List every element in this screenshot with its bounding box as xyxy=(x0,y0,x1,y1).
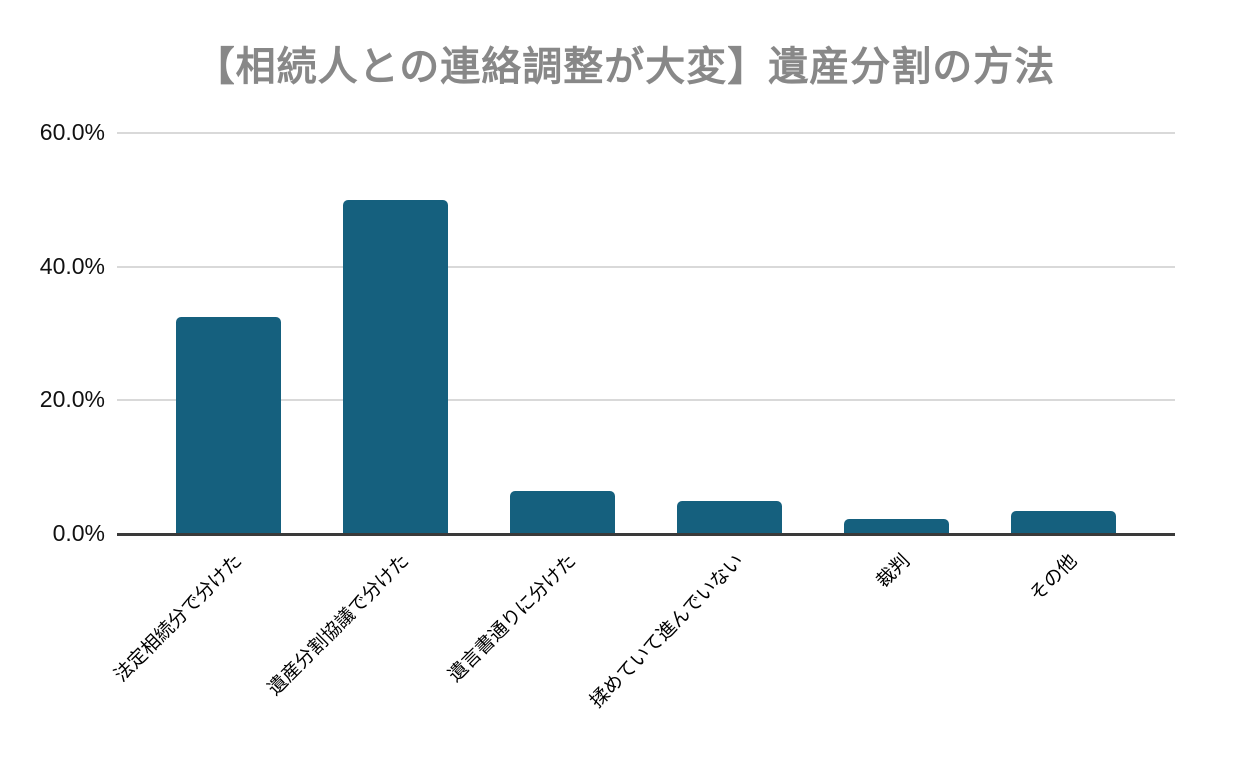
x-axis-category-label: 裁判 xyxy=(873,550,915,593)
bar xyxy=(176,317,281,534)
x-axis-category-label: 遺産分割協議で分けた xyxy=(264,550,414,700)
chart-title: 【相続人との連絡調整が大変】遺産分割の方法 xyxy=(194,45,1056,89)
x-axis-category-label: その他 xyxy=(1026,550,1082,606)
plot-area xyxy=(117,132,1175,536)
bar xyxy=(677,501,782,534)
y-axis-tick-label: 0.0% xyxy=(52,519,105,546)
x-axis-category-label: 遺言書通りに分けた xyxy=(445,550,581,687)
bar xyxy=(343,199,448,534)
gridline xyxy=(117,265,1175,268)
bar xyxy=(844,519,949,534)
bar xyxy=(1011,511,1116,534)
y-axis-tick-label: 60.0% xyxy=(39,118,105,145)
x-axis-category-label: 法定相続分で分けた xyxy=(111,550,247,687)
x-axis-baseline xyxy=(117,533,1175,536)
gridline xyxy=(117,399,1175,402)
y-axis-tick-label: 20.0% xyxy=(39,386,105,413)
x-axis-category-label: 揉めていて進んでいない xyxy=(586,550,748,713)
gridline xyxy=(117,132,1175,134)
y-axis-tick-label: 40.0% xyxy=(39,252,105,279)
bar xyxy=(510,490,615,534)
